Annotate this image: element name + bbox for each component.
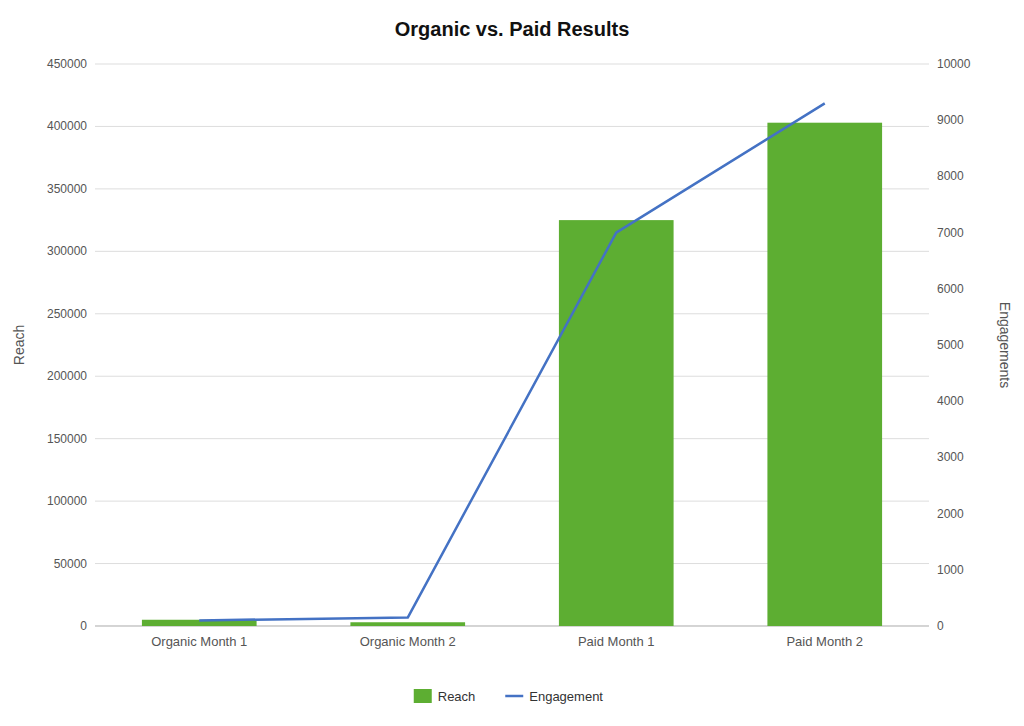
bar — [350, 622, 465, 626]
axes: 0500001000001500002000002500003000003500… — [47, 57, 971, 649]
legend: Reach Engagement — [414, 689, 604, 704]
legend-swatch — [414, 689, 432, 703]
marks — [142, 103, 882, 626]
background — [0, 0, 1024, 726]
legend-label: Engagement — [529, 689, 603, 704]
chart: Organic vs. Paid Results0500001000001500… — [0, 0, 1024, 726]
title: Organic vs. Paid Results — [395, 18, 630, 40]
y-tick-label: 0 — [80, 619, 87, 633]
y2-tick-label: 1000 — [937, 563, 964, 577]
y2-tick-label: 4000 — [937, 394, 964, 408]
y-tick-label: 250000 — [47, 307, 87, 321]
bar — [559, 220, 674, 626]
grid-line — [95, 64, 929, 65]
y-tick-label: 300000 — [47, 244, 87, 258]
y-tick-label: 50000 — [54, 557, 88, 571]
y-tick-label: 100000 — [47, 494, 87, 508]
x-tick-label: Paid Month 1 — [578, 634, 655, 649]
y-tick-label: 150000 — [47, 432, 87, 446]
x-tick-label: Organic Month 1 — [151, 634, 247, 649]
y2-tick-label: 6000 — [937, 282, 964, 296]
x-tick-label: Organic Month 2 — [360, 634, 456, 649]
y2-tick-label: 7000 — [937, 226, 964, 240]
x-tick-label: Paid Month 2 — [786, 634, 863, 649]
y2-tick-label: 5000 — [937, 338, 964, 352]
y2-tick-label: 10000 — [937, 57, 971, 71]
legend-label: Reach — [438, 689, 476, 704]
y2-tick-label: 0 — [937, 619, 944, 633]
y-tick-label: 450000 — [47, 57, 87, 71]
y2-tick-label: 3000 — [937, 450, 964, 464]
legend-swatch — [505, 695, 523, 698]
y-tick-label: 200000 — [47, 369, 87, 383]
y2-tick-label: 8000 — [937, 169, 964, 183]
y2-tick-label: 2000 — [937, 507, 964, 521]
y-axis-label: Reach — [11, 325, 27, 365]
y2-tick-label: 9000 — [937, 113, 964, 127]
y-tick-label: 350000 — [47, 182, 87, 196]
line — [199, 103, 825, 620]
y2-axis-label: Engagements — [997, 302, 1013, 388]
bar — [767, 123, 882, 626]
y-tick-label: 400000 — [47, 119, 87, 133]
